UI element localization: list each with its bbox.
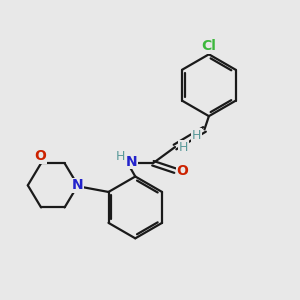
Text: O: O [34, 149, 46, 163]
Text: H: H [178, 141, 188, 154]
Text: H: H [115, 150, 125, 163]
Text: H: H [191, 129, 201, 142]
Text: N: N [126, 155, 137, 169]
Text: O: O [176, 164, 188, 178]
Text: N: N [72, 178, 84, 192]
Text: Cl: Cl [202, 39, 216, 53]
